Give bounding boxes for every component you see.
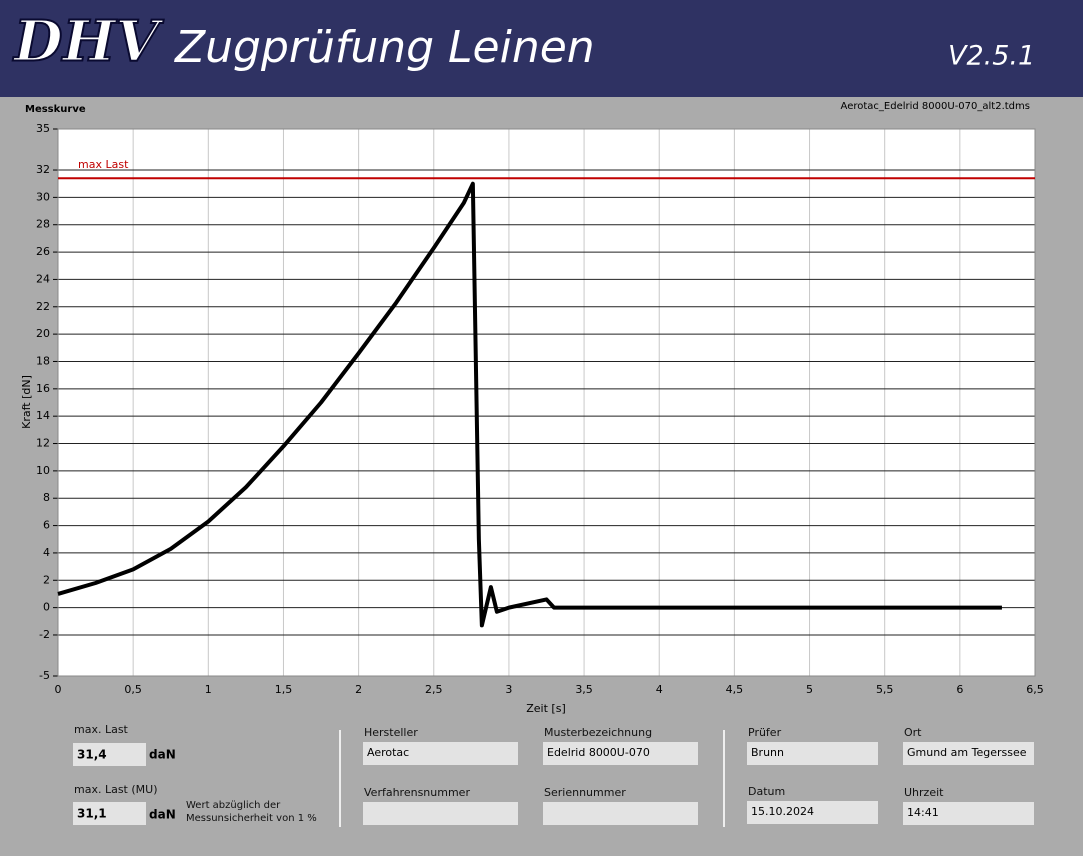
x-tick-label: 5	[806, 683, 813, 696]
x-tick-label: 5,5	[876, 683, 894, 696]
reference-label: max Last	[78, 158, 129, 171]
y-tick-label: 6	[43, 519, 50, 532]
y-tick-label: 18	[36, 354, 50, 367]
field-value: 15.10.2024	[751, 805, 814, 818]
panel-label: Messkurve	[25, 104, 86, 115]
y-tick-label: -2	[39, 628, 50, 641]
field-box	[543, 802, 698, 825]
x-tick-label: 2	[355, 683, 362, 696]
note: Messunsicherheit von 1 %	[186, 813, 317, 824]
plot-border	[57, 128, 1036, 677]
x-tick-label: 6	[956, 683, 963, 696]
result-value: 31,1	[77, 807, 107, 821]
y-tick-label: 16	[36, 382, 50, 395]
app-title: Zugprüfung Leinen	[174, 22, 595, 73]
y-tick-label: 20	[36, 327, 50, 340]
x-axis-label: Zeit [s]	[526, 702, 565, 715]
y-tick-label: 2	[43, 573, 50, 586]
x-tick-label: 4	[656, 683, 663, 696]
result-box	[73, 743, 146, 766]
result-value: 31,4	[77, 748, 107, 762]
y-tick-label: 0	[43, 601, 50, 614]
field-box	[543, 742, 698, 765]
curve	[57, 181, 1002, 628]
result-unit: daN	[149, 748, 176, 762]
y-tick-label: 26	[36, 245, 50, 258]
y-tick-label: 30	[36, 190, 50, 203]
y-tick-label: -5	[39, 669, 50, 682]
y-tick-label: 14	[36, 409, 50, 422]
field-label: Datum	[748, 785, 785, 798]
field-label: Verfahrensnummer	[364, 786, 470, 799]
x-tick-label: 3	[505, 683, 512, 696]
header-bar	[0, 0, 1083, 97]
field-label: Uhrzeit	[904, 786, 944, 799]
fields: Hersteller Aerotac Verfahrensnummer Musterb…	[363, 726, 1034, 825]
x-tick-label: 0,5	[124, 683, 142, 696]
file-name: Aerotac_Edelrid 8000U-070_alt2.tdms	[841, 101, 1030, 112]
field-label: Ort	[904, 726, 922, 739]
y-tick-label: 8	[43, 491, 50, 504]
y-axis-label: Kraft [dN]	[20, 375, 33, 429]
field-label: Hersteller	[364, 726, 418, 739]
x-tick-label: 0	[55, 683, 62, 696]
result-label: max. Last	[74, 723, 129, 736]
y-tick-label: 28	[36, 218, 50, 231]
version: V2.5.1	[948, 41, 1035, 72]
field-box	[903, 802, 1034, 825]
x-tick-label: 4,5	[726, 683, 744, 696]
result-label: max. Last (MU)	[74, 783, 158, 796]
result-unit: daN	[149, 808, 176, 822]
field-value: Brunn	[751, 746, 784, 759]
plot-area	[58, 129, 1035, 676]
field-value: Gmund am Tegerssee	[907, 746, 1027, 759]
x-tick-label: 2,5	[425, 683, 443, 696]
y-tick-label: 12	[36, 437, 50, 450]
field-label: Prüfer	[748, 726, 782, 739]
field-label: Seriennummer	[544, 786, 626, 799]
x-tick-label: 3,5	[575, 683, 593, 696]
field-box	[747, 742, 878, 765]
field-value: Aerotac	[367, 746, 409, 759]
x-tick-label: 1	[205, 683, 212, 696]
field-box	[363, 802, 518, 825]
chart: 0 0,5 1 1,5 2 2,5 3 3,5 4 4,5 5 5,5 6 6,5-5-202468101…	[36, 122, 1044, 696]
y-tick-label: 32	[36, 163, 50, 176]
y-tick-label: 35	[36, 122, 50, 135]
field-value: Edelrid 8000U-070	[547, 746, 650, 759]
y-tick-label: 24	[36, 272, 50, 285]
field-box	[903, 742, 1034, 765]
field-label: Musterbezeichnung	[544, 726, 652, 739]
note: Wert abzüglich der	[186, 800, 281, 811]
result-box	[73, 802, 146, 825]
field-box	[747, 801, 878, 824]
x-tick-label: 1,5	[275, 683, 293, 696]
logo: DHV	[12, 9, 164, 75]
field-box	[363, 742, 518, 765]
field-value: 14:41	[907, 806, 939, 819]
y-tick-label: 4	[43, 546, 50, 559]
y-tick-label: 22	[36, 300, 50, 313]
y-tick-label: 10	[36, 464, 50, 477]
x-tick-label: 6,5	[1026, 683, 1044, 696]
